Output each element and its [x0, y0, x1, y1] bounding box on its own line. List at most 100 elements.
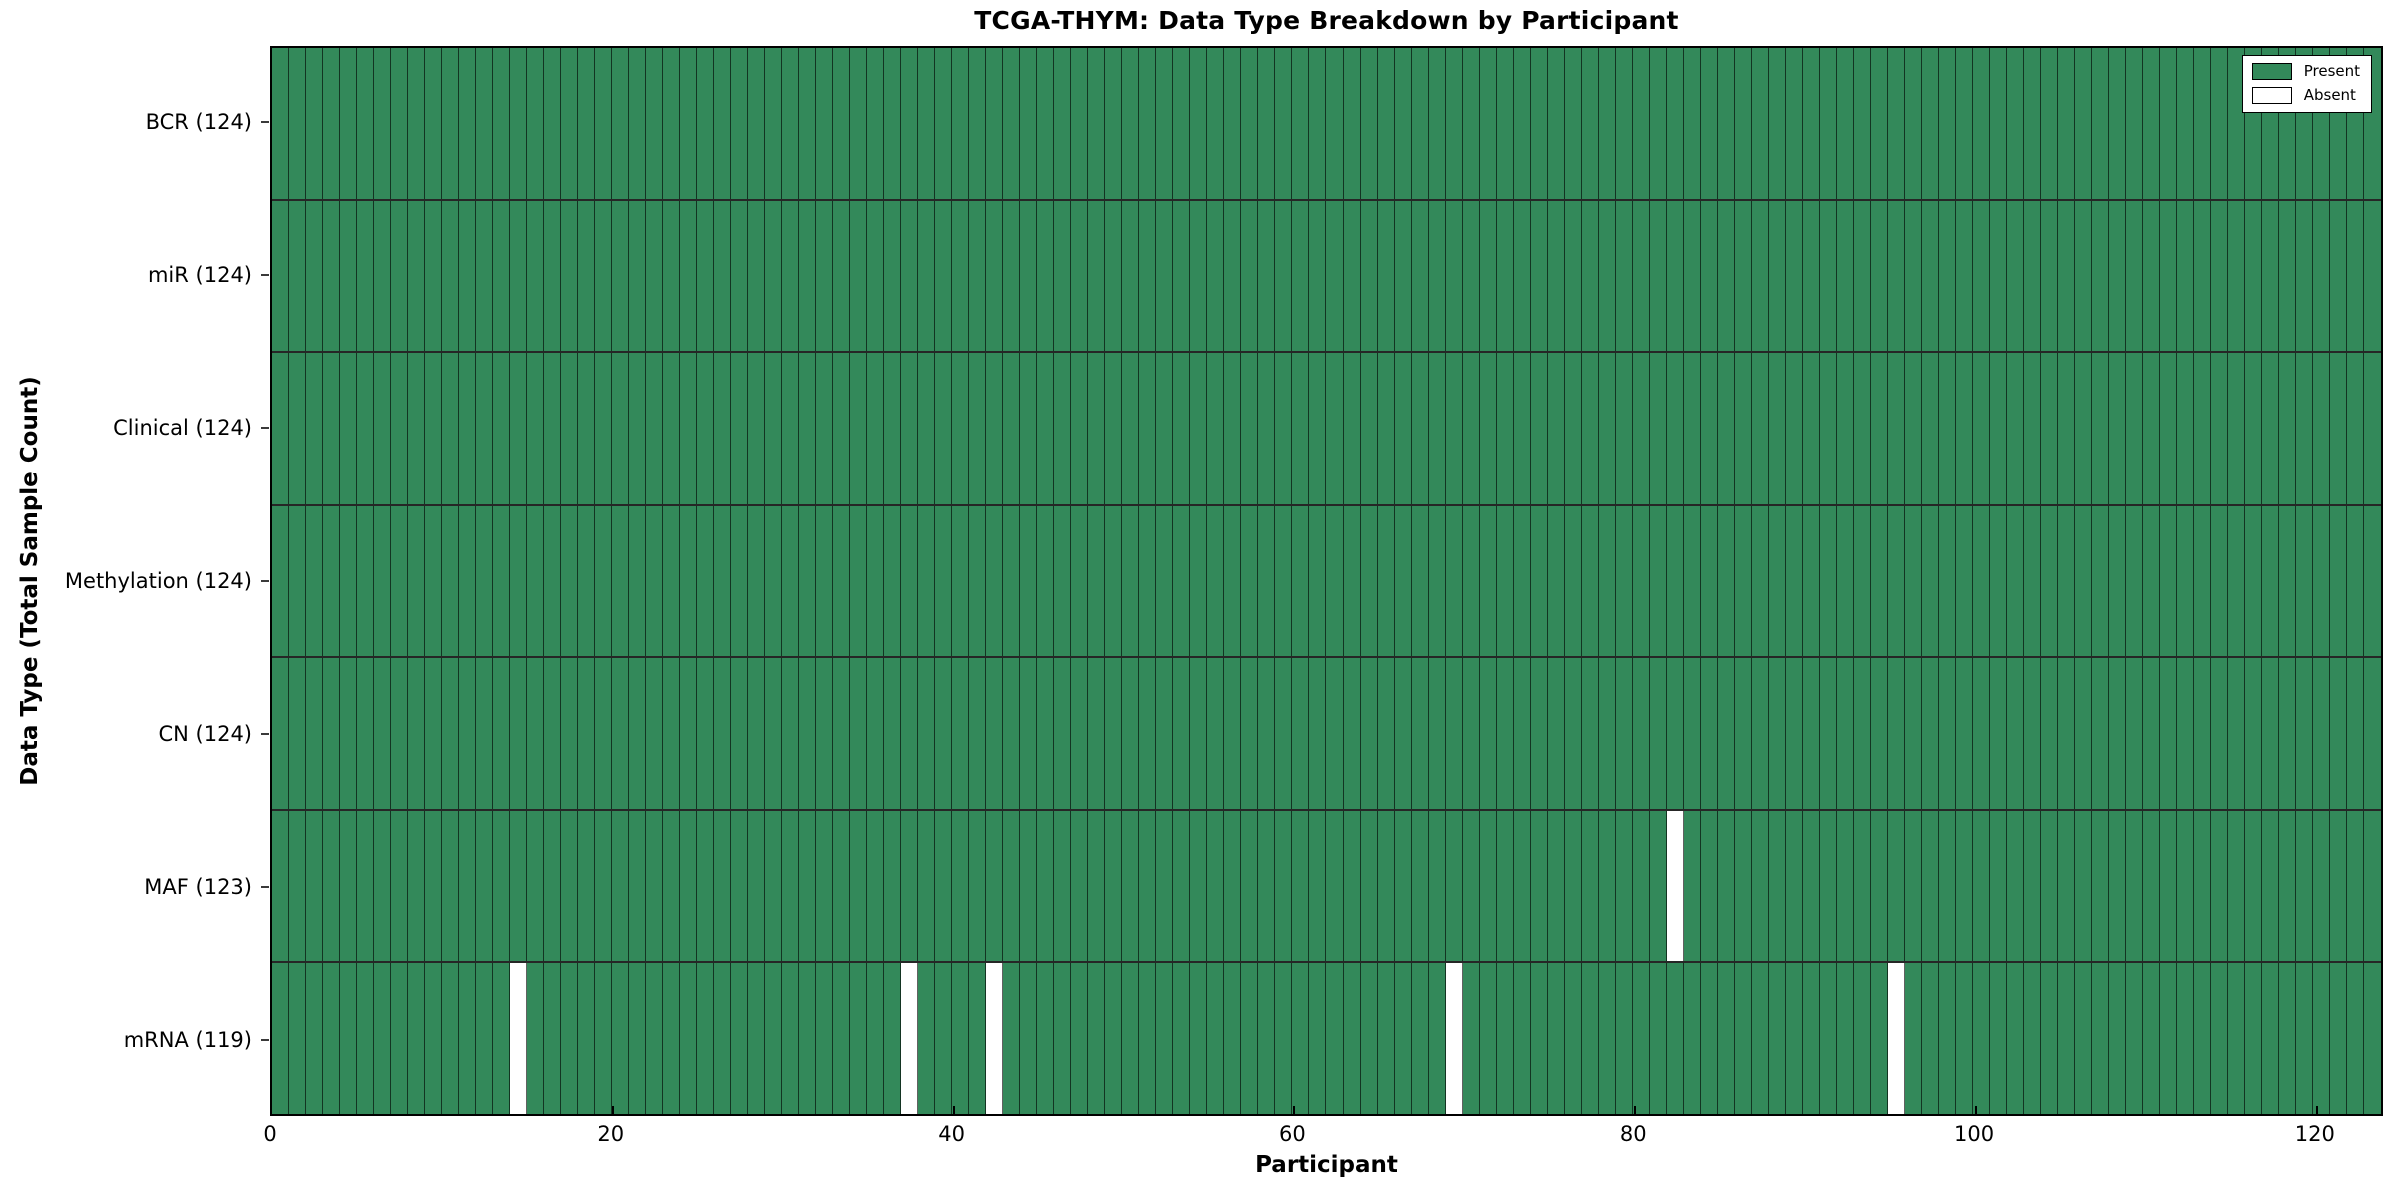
- cell-present: [1105, 963, 1123, 1115]
- cell-present: [1020, 48, 1038, 199]
- cell-present: [1088, 963, 1106, 1115]
- cell-present: [1547, 963, 1565, 1115]
- cell-present: [1989, 658, 2007, 809]
- cell-present: [2091, 658, 2109, 809]
- cell-present: [493, 658, 511, 809]
- cell-present: [867, 505, 885, 657]
- cell-present: [697, 505, 715, 657]
- x-tick-label: 0: [263, 1122, 277, 1146]
- cell-present: [816, 353, 834, 504]
- cell-present: [1649, 200, 1667, 352]
- cell-present: [1581, 505, 1599, 657]
- x-axis-label: Participant: [1255, 1152, 1398, 1178]
- cell-present: [561, 810, 579, 962]
- cell-present: [2040, 48, 2058, 199]
- cell-present: [306, 48, 324, 199]
- cell-present: [1989, 200, 2007, 352]
- cell-present: [986, 658, 1004, 809]
- cell-present: [1377, 505, 1395, 657]
- cell-present: [510, 48, 528, 199]
- cell-present: [544, 353, 562, 504]
- cell-present: [1139, 200, 1157, 352]
- cell-present: [2040, 505, 2058, 657]
- cell-present: [340, 48, 358, 199]
- cell-present: [2312, 810, 2330, 962]
- cell-present: [1547, 505, 1565, 657]
- cell-present: [2193, 810, 2211, 962]
- cell-present: [1411, 963, 1429, 1115]
- cell-present: [1887, 48, 1905, 199]
- cell-present: [1428, 505, 1446, 657]
- cell-present: [340, 353, 358, 504]
- cell-present: [1309, 505, 1327, 657]
- cell-present: [1156, 658, 1174, 809]
- cell-present: [1649, 963, 1667, 1115]
- cell-present: [1819, 200, 1837, 352]
- cell-present: [1836, 48, 1854, 199]
- cell-present: [1377, 200, 1395, 352]
- cell-present: [1700, 810, 1718, 962]
- cell-present: [714, 200, 732, 352]
- cell-present: [527, 505, 545, 657]
- cell-present: [629, 353, 647, 504]
- cell-present: [357, 353, 375, 504]
- cell-present: [527, 353, 545, 504]
- cell-present: [1360, 505, 1378, 657]
- cell-present: [884, 505, 902, 657]
- cell-present: [1411, 48, 1429, 199]
- cell-present: [2329, 658, 2347, 809]
- cell-present: [2074, 353, 2092, 504]
- cell-present: [731, 48, 749, 199]
- cell-present: [1122, 963, 1140, 1115]
- cell-present: [986, 810, 1004, 962]
- cell-present: [1819, 48, 1837, 199]
- cell-present: [374, 810, 392, 962]
- cell-present: [901, 810, 919, 962]
- cell-present: [2227, 963, 2245, 1115]
- cell-present: [646, 200, 664, 352]
- cell-present: [1462, 48, 1480, 199]
- cell-present: [782, 200, 800, 352]
- cell-present: [374, 505, 392, 657]
- cell-present: [527, 200, 545, 352]
- cell-present: [2159, 658, 2177, 809]
- cell-present: [1598, 200, 1616, 352]
- cell-present: [1734, 48, 1752, 199]
- cell-present: [646, 658, 664, 809]
- cell-present: [595, 200, 613, 352]
- cell-present: [476, 810, 494, 962]
- cell-present: [1598, 963, 1616, 1115]
- cell-present: [1921, 48, 1939, 199]
- cell-present: [1768, 48, 1786, 199]
- cell-present: [782, 963, 800, 1115]
- cell-present: [816, 658, 834, 809]
- cell-present: [1989, 963, 2007, 1115]
- cell-present: [425, 48, 443, 199]
- cell-present: [1564, 963, 1582, 1115]
- cell-present: [1547, 200, 1565, 352]
- cell-present: [2210, 505, 2228, 657]
- cell-present: [493, 963, 511, 1115]
- x-tick-label: 20: [597, 1122, 625, 1146]
- cell-present: [1802, 200, 1820, 352]
- cell-present: [731, 200, 749, 352]
- cell-present: [952, 963, 970, 1115]
- cell-present: [1887, 200, 1905, 352]
- cell-present: [697, 48, 715, 199]
- cell-present: [731, 353, 749, 504]
- cell-present: [969, 48, 987, 199]
- cell-present: [2074, 48, 2092, 199]
- cell-present: [1462, 200, 1480, 352]
- cell-present: [1292, 353, 1310, 504]
- cell-present: [425, 658, 443, 809]
- cell-present: [1734, 353, 1752, 504]
- cell-present: [510, 810, 528, 962]
- cell-present: [1428, 48, 1446, 199]
- cell-present: [680, 353, 698, 504]
- cell-present: [2091, 505, 2109, 657]
- cell-present: [1581, 658, 1599, 809]
- cell-present: [901, 505, 919, 657]
- cell-present: [1156, 963, 1174, 1115]
- cell-present: [2210, 48, 2228, 199]
- cell-present: [833, 963, 851, 1115]
